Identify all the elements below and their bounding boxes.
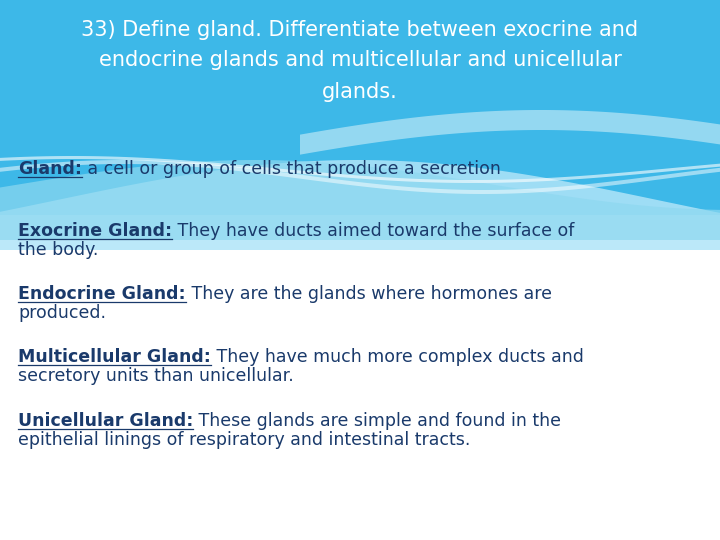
Text: 33) Define gland. Differentiate between exocrine and: 33) Define gland. Differentiate between … bbox=[81, 20, 639, 40]
Text: They have ducts aimed toward the surface of: They have ducts aimed toward the surface… bbox=[172, 222, 575, 240]
Text: Gland:: Gland: bbox=[18, 160, 82, 178]
Text: produced.: produced. bbox=[18, 304, 106, 322]
Text: epithelial linings of respiratory and intestinal tracts.: epithelial linings of respiratory and in… bbox=[18, 431, 470, 449]
Polygon shape bbox=[0, 160, 720, 250]
Polygon shape bbox=[0, 160, 720, 240]
Text: Endocrine Gland:: Endocrine Gland: bbox=[18, 285, 186, 303]
Text: the body.: the body. bbox=[18, 241, 99, 259]
Text: endocrine glands and multicellular and unicellular: endocrine glands and multicellular and u… bbox=[99, 50, 621, 70]
Polygon shape bbox=[300, 110, 720, 154]
Text: Exocrine Gland:: Exocrine Gland: bbox=[18, 222, 172, 240]
Text: glands.: glands. bbox=[322, 82, 398, 102]
Text: Multicellular Gland:: Multicellular Gland: bbox=[18, 348, 211, 366]
Text: Unicellular Gland:: Unicellular Gland: bbox=[18, 412, 194, 430]
FancyBboxPatch shape bbox=[0, 0, 720, 215]
Polygon shape bbox=[0, 160, 720, 194]
Text: They are the glands where hormones are: They are the glands where hormones are bbox=[186, 285, 552, 303]
Text: They have much more complex ducts and: They have much more complex ducts and bbox=[211, 348, 584, 366]
Polygon shape bbox=[0, 156, 720, 183]
Text: a cell or group of cells that produce a secretion: a cell or group of cells that produce a … bbox=[82, 160, 501, 178]
Text: These glands are simple and found in the: These glands are simple and found in the bbox=[194, 412, 562, 430]
Text: secretory units than unicellular.: secretory units than unicellular. bbox=[18, 367, 294, 385]
